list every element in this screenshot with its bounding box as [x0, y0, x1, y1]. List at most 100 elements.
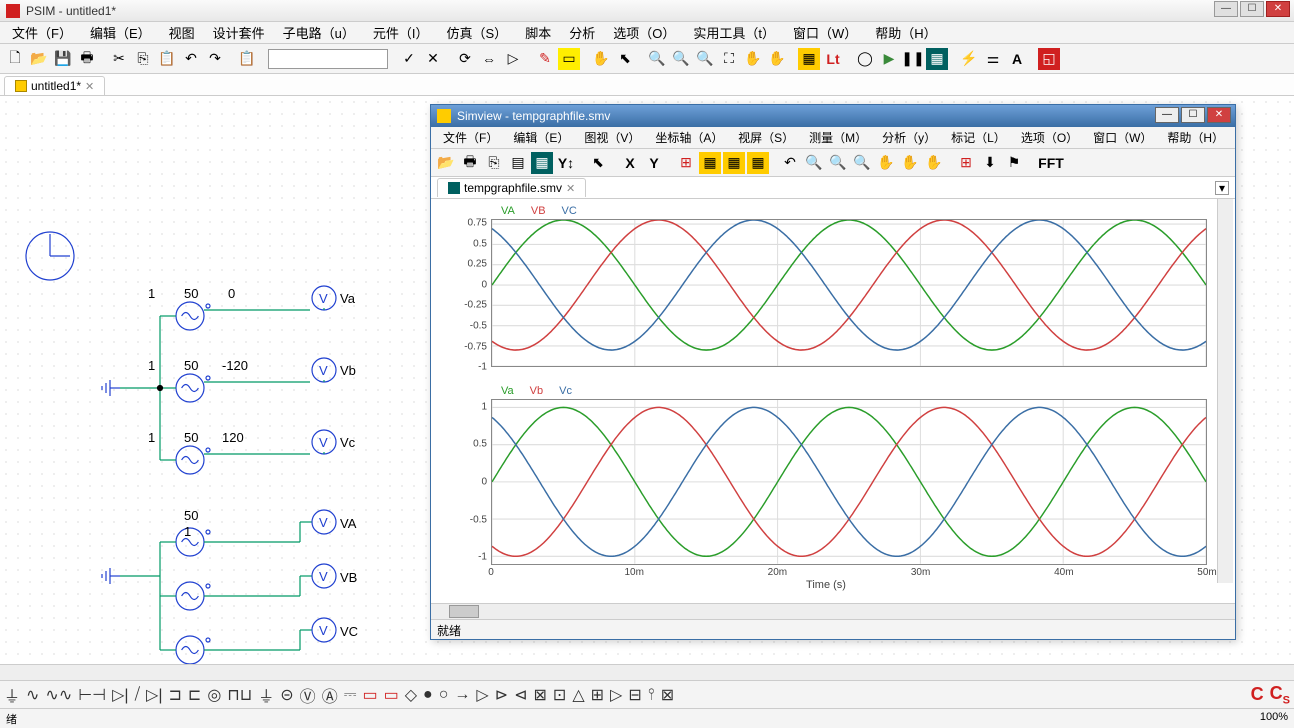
- sv-grid2-icon[interactable]: ▦: [723, 152, 745, 174]
- sv-y-icon[interactable]: Y↕: [555, 152, 577, 174]
- menu-item[interactable]: 编辑（E）: [82, 21, 159, 44]
- menu-item[interactable]: 帮助（H）: [1159, 127, 1231, 148]
- diode-icon[interactable]: ▷|: [112, 685, 128, 705]
- port-icon[interactable]: ○: [439, 686, 449, 704]
- menu-item[interactable]: 脚本: [517, 21, 559, 44]
- block3-icon[interactable]: ⊞: [591, 685, 604, 705]
- tri-icon[interactable]: △: [572, 685, 584, 705]
- menu-item[interactable]: 坐标轴（A）: [647, 127, 730, 148]
- save-icon[interactable]: 💾: [52, 48, 74, 70]
- menu-item[interactable]: 子电路（u）: [275, 21, 363, 44]
- amp-icon[interactable]: ▷: [610, 685, 622, 705]
- inductor-icon[interactable]: ∿∿: [45, 685, 72, 705]
- sv-maximize-button[interactable]: ☐: [1181, 107, 1205, 123]
- close-button[interactable]: ✕: [1266, 1, 1290, 17]
- zoom-in-icon[interactable]: 🔍: [670, 48, 692, 70]
- sv-scope-icon[interactable]: ▦: [531, 152, 553, 174]
- sv-data-icon[interactable]: ▤: [507, 152, 529, 174]
- simview-tab[interactable]: tempgraphfile.smv ✕: [437, 178, 586, 197]
- zoom-icon[interactable]: 🔍: [646, 48, 668, 70]
- simview-title-bar[interactable]: Simview - tempgraphfile.smv — ☐ ✕: [431, 105, 1235, 127]
- menu-item[interactable]: 分析: [561, 21, 603, 44]
- sv-grid1-icon[interactable]: ▦: [699, 152, 721, 174]
- sv-marker-icon[interactable]: ⬇: [979, 152, 1001, 174]
- menu-item[interactable]: 选项（O）: [1013, 127, 1085, 148]
- tune-icon[interactable]: ⚌: [982, 48, 1004, 70]
- sv-y-axis-icon[interactable]: Y: [643, 152, 665, 174]
- label-icon[interactable]: ▭: [558, 48, 580, 70]
- menu-item[interactable]: 窗口（W）: [785, 21, 865, 44]
- print-icon[interactable]: 🖶: [76, 48, 98, 70]
- sv-zoomin-icon[interactable]: 🔍: [827, 152, 849, 174]
- vsrc-icon[interactable]: Ⓥ: [300, 683, 316, 707]
- var-icon[interactable]: ⫯: [648, 686, 655, 704]
- hand-red2-icon[interactable]: ✋: [766, 48, 788, 70]
- dc-icon[interactable]: ⎓: [344, 686, 357, 704]
- menu-item[interactable]: 文件（F）: [4, 21, 80, 44]
- red-box-icon[interactable]: ◱: [1038, 48, 1060, 70]
- box1-icon[interactable]: ▭: [362, 685, 377, 705]
- gate2-icon[interactable]: ⊳: [495, 685, 508, 705]
- flip-h-icon[interactable]: ⇔: [478, 48, 500, 70]
- sim-icon[interactable]: ▦: [798, 48, 820, 70]
- sv-dropdown-icon[interactable]: ▾: [1215, 181, 1229, 195]
- sv-addplot-icon[interactable]: ⊞: [675, 152, 697, 174]
- play-icon[interactable]: ▶: [878, 48, 900, 70]
- sv-undo-icon[interactable]: ↶: [779, 152, 801, 174]
- plot1-box[interactable]: [491, 219, 1207, 367]
- cut-icon[interactable]: ✂: [108, 48, 130, 70]
- sv-grid-icon[interactable]: ⊞: [955, 152, 977, 174]
- block5-icon[interactable]: ⊠: [661, 685, 674, 705]
- check-icon[interactable]: ✓: [398, 48, 420, 70]
- sv-vscroll[interactable]: [1217, 199, 1233, 583]
- igbt-icon[interactable]: ⊐: [169, 685, 182, 705]
- menu-item[interactable]: 实用工具（t）: [685, 21, 783, 44]
- menu-item[interactable]: 窗口（W）: [1085, 127, 1159, 148]
- gnd-icon[interactable]: ⏚: [4, 683, 20, 707]
- schematic-workspace[interactable]: VVVVVV0 1 50 0 Va 1 50 -120 Vb 1 50 120 …: [0, 96, 1294, 664]
- block2-icon[interactable]: ⊡: [553, 685, 566, 705]
- transformer-icon[interactable]: ◎: [207, 685, 221, 705]
- sv-cursor-icon[interactable]: ⬉: [587, 152, 609, 174]
- search-input[interactable]: [268, 49, 388, 69]
- lt-icon[interactable]: Lt: [822, 48, 844, 70]
- text-a-icon[interactable]: A: [1006, 48, 1028, 70]
- tab-close-icon[interactable]: ✕: [85, 80, 94, 93]
- sv-minimize-button[interactable]: —: [1155, 107, 1179, 123]
- maximize-button[interactable]: ☐: [1240, 1, 1264, 17]
- node-icon[interactable]: ●: [423, 686, 433, 704]
- menu-item[interactable]: 设计套件: [205, 21, 273, 44]
- sv-fft-button[interactable]: FFT: [1035, 152, 1067, 174]
- sv-hand1-icon[interactable]: ✋: [875, 152, 897, 174]
- c-icon[interactable]: C: [1251, 684, 1264, 705]
- pause-icon[interactable]: ❚❚: [902, 48, 924, 70]
- ground2-icon[interactable]: ⏚: [258, 683, 274, 707]
- open-icon[interactable]: 📂: [28, 48, 50, 70]
- paste-icon[interactable]: 📋: [156, 48, 178, 70]
- sv-hand2-icon[interactable]: ✋: [899, 152, 921, 174]
- select-icon[interactable]: ⬉: [614, 48, 636, 70]
- sv-flag-icon[interactable]: ⚑: [1003, 152, 1025, 174]
- switch-icon[interactable]: ⧸: [135, 686, 140, 704]
- capacitor-icon[interactable]: ⊢⊣: [78, 685, 106, 705]
- minimize-button[interactable]: —: [1214, 1, 1238, 17]
- refresh-icon[interactable]: ⟳: [454, 48, 476, 70]
- sv-x-axis-icon[interactable]: X: [619, 152, 641, 174]
- plot2-box[interactable]: [491, 399, 1207, 565]
- sv-pan-icon[interactable]: ✋: [923, 152, 945, 174]
- comp1-icon[interactable]: ◇: [405, 685, 417, 705]
- sv-zoom-icon[interactable]: 🔍: [803, 152, 825, 174]
- sv-copy-icon[interactable]: ⎘: [483, 152, 505, 174]
- sv-grid3-icon[interactable]: ▦: [747, 152, 769, 174]
- thyristor-icon[interactable]: ▷|: [146, 685, 162, 705]
- new-icon[interactable]: 🗋: [4, 48, 26, 70]
- gate1-icon[interactable]: ▷: [476, 685, 488, 705]
- flip-v-icon[interactable]: ▷: [502, 48, 524, 70]
- redo-icon[interactable]: ↷: [204, 48, 226, 70]
- menu-item[interactable]: 选项（O）: [605, 21, 683, 44]
- menu-item[interactable]: 分析（y）: [874, 127, 943, 148]
- document-tab[interactable]: untitled1* ✕: [4, 76, 105, 95]
- cs-icon[interactable]: CS: [1270, 683, 1290, 707]
- isrc-icon[interactable]: Ⓐ: [322, 683, 338, 707]
- copy-icon[interactable]: ⎘: [132, 48, 154, 70]
